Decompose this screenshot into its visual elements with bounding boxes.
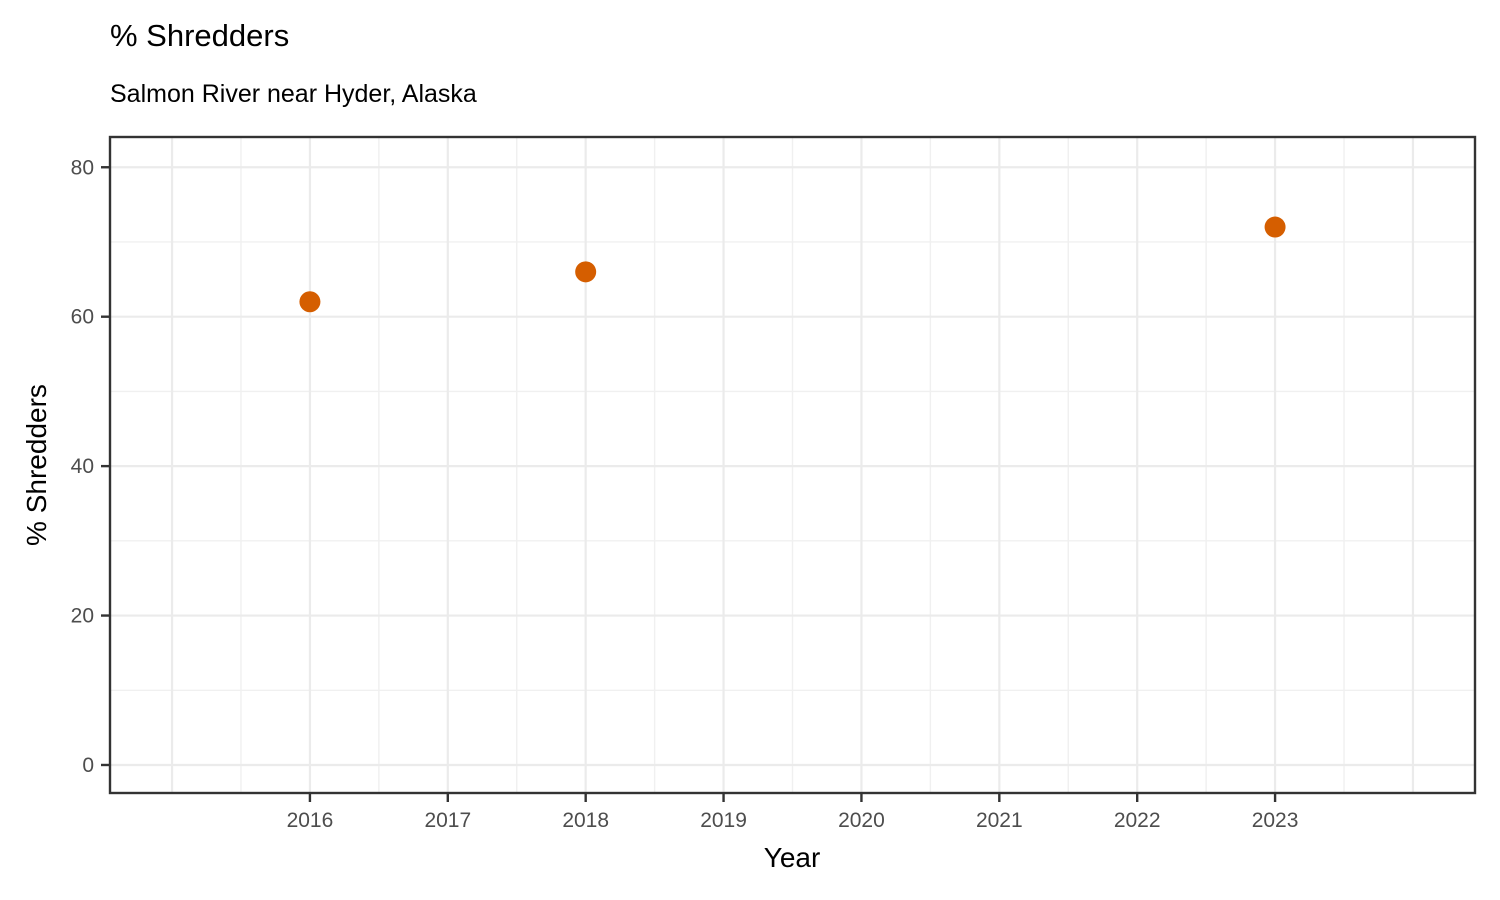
x-tick-label: 2021 xyxy=(976,809,1023,832)
x-tick-label: 2019 xyxy=(700,809,747,832)
x-tick-label: 2022 xyxy=(1114,809,1161,832)
y-tick-label: 0 xyxy=(82,754,94,777)
x-tick-label: 2018 xyxy=(562,809,609,832)
y-tick-label: 20 xyxy=(71,605,94,628)
data-point xyxy=(299,291,321,313)
data-point xyxy=(1264,216,1286,238)
y-tick-label: 60 xyxy=(71,306,94,329)
y-tick-label: 80 xyxy=(71,156,94,179)
y-tick-label: 40 xyxy=(71,455,94,478)
chart-title: % Shredders xyxy=(110,18,290,53)
data-point xyxy=(575,261,597,283)
chart-subtitle: Salmon River near Hyder, Alaska xyxy=(110,80,477,108)
x-tick-label: 2020 xyxy=(838,809,885,832)
x-tick-label: 2023 xyxy=(1252,809,1299,832)
x-tick-label: 2016 xyxy=(287,809,334,832)
x-axis-title: Year xyxy=(763,842,821,873)
x-tick-label: 2017 xyxy=(424,809,471,832)
y-axis-title: % Shredders xyxy=(21,384,52,546)
